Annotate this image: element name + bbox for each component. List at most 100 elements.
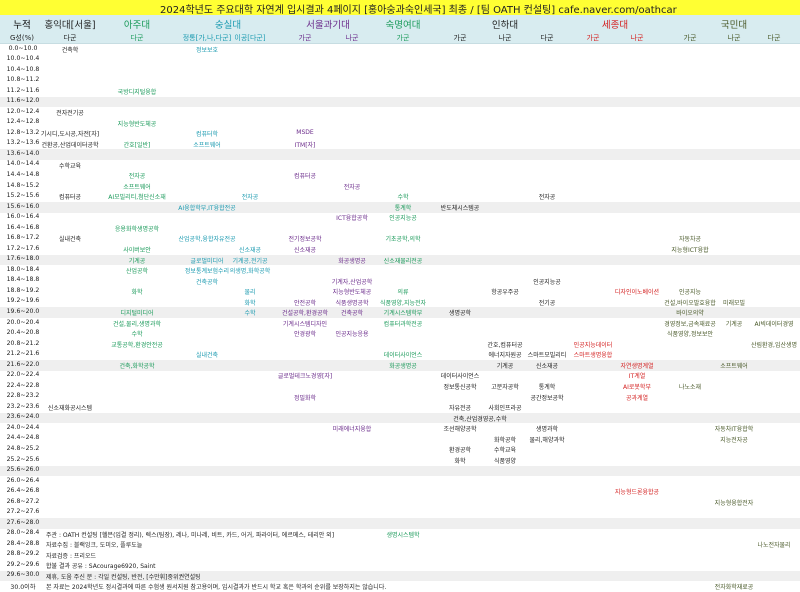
major-cell: IT계열	[628, 373, 646, 381]
major-cell: 바이오의약	[676, 310, 704, 318]
percentile-range: 27.6~28.0	[6, 518, 40, 526]
table-row: 14.0~14.4 수학교육	[0, 160, 800, 171]
table-row: 10.8~11.2	[0, 76, 800, 87]
percentile-range: 26.8~27.2	[6, 497, 40, 505]
major-cell: 자동차IT융합학	[714, 426, 754, 434]
percent-label: G성(%)	[10, 34, 34, 42]
major-cell: 전자공	[538, 194, 556, 202]
credit-note: 자료검증 : 프리오드	[46, 552, 96, 560]
major-cell: 인공지능공	[389, 215, 417, 223]
major-cell: 기계공,전기공	[232, 257, 268, 265]
table-row: 10.0~10.4	[0, 55, 800, 66]
major-cell: 컴퓨터공	[293, 173, 317, 181]
university-header: 세종대	[601, 20, 629, 31]
percentile-range: 26.0~26.4	[6, 476, 40, 484]
major-cell: 식품영양	[493, 457, 517, 465]
major-cell: 실내건축	[195, 352, 219, 360]
major-cell: 안경광학	[293, 331, 317, 339]
percentile-range: 21.2~21.6	[6, 350, 40, 358]
major-cell: 경영정보,금속재료공	[664, 320, 716, 328]
major-cell: 신소재물리전공	[383, 257, 423, 265]
major-cell: 신소재화공시스템	[47, 405, 93, 413]
table-row: 20.8~21.2 교통공학,환경안전공 간호,컴퓨터공 인공지능데이터 산림환경,임산…	[0, 339, 800, 350]
credit-note: 자료수집 : 블랙잉크, 도미오, 플루도늘	[46, 542, 143, 550]
group-header: 가군	[453, 34, 467, 42]
major-cell: 자동차공	[678, 236, 702, 244]
group-header: 정통[가,나,다군]	[182, 34, 232, 42]
major-cell: 자유전공	[448, 405, 472, 413]
major-cell: 지능전자공	[720, 436, 748, 444]
percentile-range: 11.6~12.0	[6, 97, 40, 105]
major-cell: 스마트모빌리티	[527, 352, 567, 360]
major-cell: 간호,컴퓨터공	[487, 341, 523, 349]
table-row: 13.2~13.6 건환공,산업데이터공학 간호[일반] 소프트웨어 ITM[자]	[0, 139, 800, 150]
table-row: 11.6~12.0	[0, 96, 800, 108]
major-cell: 전기정보공학	[288, 236, 322, 244]
percentile-range: 0.0~10.0	[8, 44, 38, 52]
table-row: 27.2~27.6	[0, 508, 800, 519]
major-cell: 건설,물리,생명과학	[113, 320, 161, 328]
credit-note: 주관 : OATH 컨설팅 [헬븐(입결 정리), 렉스(팀장), 레나, 미나…	[46, 531, 335, 539]
table-row: 10.4~10.8	[0, 65, 800, 76]
major-cell: 기계공	[496, 362, 514, 370]
percentile-range: 18.4~18.8	[6, 276, 40, 284]
table-row: 26.8~27.2 지능형융합전자	[0, 497, 800, 508]
table-row: 12.8~13.2 기시디,도시공,자전[자] 컴퓨터학 MSDE	[0, 128, 800, 139]
major-cell: 전자전기공	[56, 110, 84, 118]
percentile-range: 10.0~10.4	[6, 55, 40, 63]
table-row: 23.2~23.6 신소재화공시스템 자유전공 사회인프라공	[0, 402, 800, 413]
major-cell: MSDE	[296, 129, 314, 137]
major-cell: AI융합학부,IT융합전공	[178, 204, 236, 212]
major-cell: 사회인프라공	[488, 405, 522, 413]
table-row: 24.4~24.8 화학공학 물리,해양과학 지능전자공	[0, 434, 800, 445]
group-header: 나군	[630, 34, 644, 42]
table-row: 16.4~16.8 응용화학생명공학	[0, 223, 800, 234]
major-cell: 산림환경,임산생명	[750, 341, 798, 349]
major-cell: 신소재공	[535, 362, 559, 370]
major-cell: 디지털미디어	[120, 310, 154, 318]
major-cell: 소프트웨어	[193, 141, 221, 149]
percentile-range: 12.8~13.2	[6, 128, 40, 136]
major-cell: 간호[일반]	[123, 141, 151, 149]
group-header: 가군	[298, 34, 312, 42]
table-row: 16.8~17.2 실내건축 산업공학,융합자유전공 전기정보공학 기초공학,의학 자동차…	[0, 234, 800, 245]
percentile-range: 21.6~22.0	[6, 360, 40, 368]
major-cell: 통계학	[394, 204, 412, 212]
major-cell: 수학	[397, 194, 409, 202]
major-cell: 생명시스템학	[386, 531, 420, 539]
major-cell: 신소재공	[238, 247, 262, 255]
table-row: 23.6~24.0 건축,산업경영공,수학	[0, 412, 800, 424]
major-cell: 화학	[244, 299, 256, 307]
group-header: 나군	[498, 34, 512, 42]
percentile-range: 22.0~22.4	[6, 371, 40, 379]
major-cell: 인공지능응용	[335, 331, 369, 339]
table-row: 28.8~29.2 자료검증 : 프리오드	[0, 550, 800, 561]
table-row: 19.6~20.0 디지털미디어 수학 건설공학,환경공학 건축공학 기계시스템학부 생명공…	[0, 307, 800, 318]
major-cell: 기계자,산업공학	[331, 278, 373, 286]
major-cell: 전기공	[538, 299, 556, 307]
major-cell: 식품생명공학	[335, 299, 369, 307]
table-row: 24.8~25.2 환경공학 수학교육	[0, 444, 800, 455]
major-cell: 기시디,도시공,자전[자]	[40, 131, 100, 139]
page-title: 2024학년도 주요대학 자연계 입시결과 4페이지 [홍아숭과숙인세국] 최종…	[160, 5, 677, 16]
major-cell: AI로봇학부	[623, 384, 651, 392]
university-header: 국민대	[720, 20, 748, 31]
table-row: 30.0이하 본 자료는 2024학년도 정시결과에 따른 수험생 원서지원 참고…	[0, 581, 800, 592]
major-cell: 건축학	[61, 46, 79, 54]
major-cell: 지능형반도체공	[332, 289, 372, 297]
percentile-range: 24.0~24.4	[6, 423, 40, 431]
percentile-range: 20.4~20.8	[6, 329, 40, 337]
major-cell: 화학공학	[493, 436, 517, 444]
table-row: 16.0~16.4 ICT융합공학 인공지능공	[0, 213, 800, 224]
major-cell: 인공지능	[678, 289, 702, 297]
percentile-range: 20.8~21.2	[6, 339, 40, 347]
table-row: 19.2~19.6 화학 안전공학 식품생명공학 식품영양,지능전자 전기공 건설,바이오발…	[0, 297, 800, 308]
major-cell: 컴퓨터공	[58, 194, 82, 202]
major-cell: 소프트웨어	[123, 183, 151, 191]
major-cell: 건축공학	[195, 278, 219, 286]
table-row: 12.0~12.4 전자전기공	[0, 107, 800, 118]
group-header: 다군	[540, 34, 554, 42]
percentile-range: 11.2~11.6	[6, 86, 40, 94]
percentile-range: 25.6~26.0	[6, 466, 40, 474]
table-row: 20.0~20.4 건설,물리,생명과학 기계시스템디자인 컴퓨터과학전공 경영정보,금…	[0, 318, 800, 329]
